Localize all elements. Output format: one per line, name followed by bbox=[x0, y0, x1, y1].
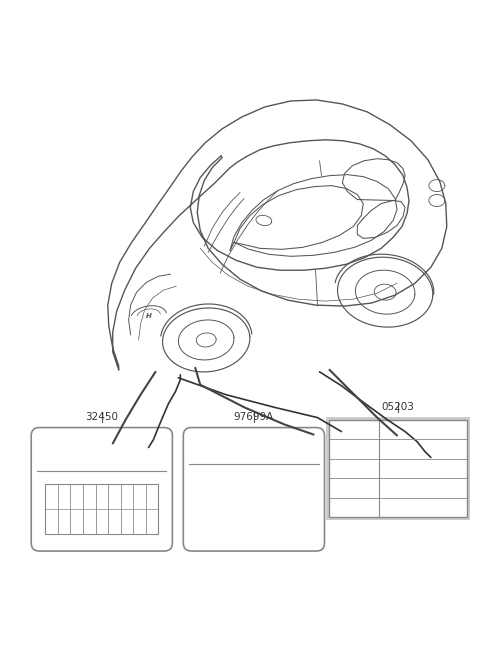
Bar bbox=[329, 420, 467, 517]
Bar bbox=[45, 484, 158, 534]
Text: 32450: 32450 bbox=[85, 411, 118, 422]
FancyBboxPatch shape bbox=[31, 428, 172, 551]
Bar bbox=[326, 417, 469, 520]
FancyBboxPatch shape bbox=[183, 428, 324, 551]
Text: 05203: 05203 bbox=[382, 402, 415, 411]
Text: 97699A: 97699A bbox=[234, 411, 274, 422]
Text: H: H bbox=[145, 313, 152, 319]
